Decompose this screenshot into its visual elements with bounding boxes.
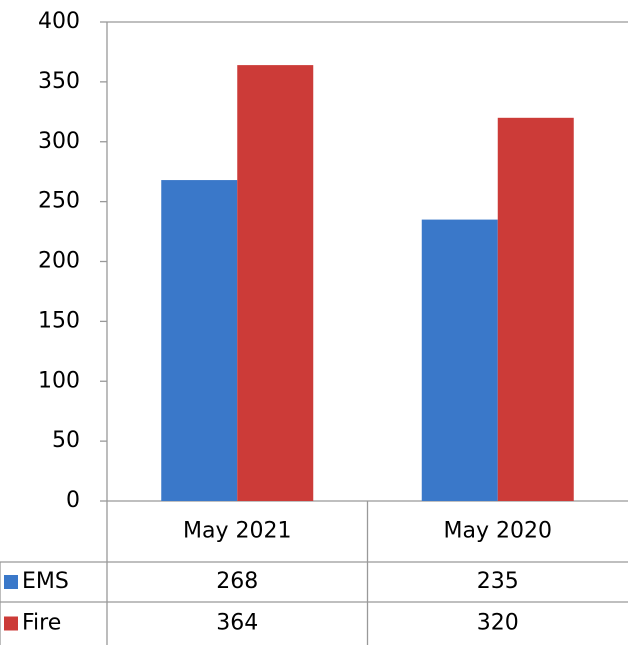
bar [161,180,238,501]
legend-swatch [4,616,18,631]
bar [497,117,574,502]
table-value: 320 [477,611,519,636]
table-value: 235 [477,569,519,594]
y-tick-label: 150 [38,308,80,333]
x-tick-label: May 2020 [444,519,552,544]
y-tick-label: 350 [38,69,80,94]
legend-label: EMS [22,569,69,594]
bar [421,219,498,501]
y-tick-label: 0 [66,488,80,513]
legend-label: Fire [22,611,61,636]
y-tick-label: 300 [38,129,80,154]
y-tick-label: 50 [52,428,80,453]
table-value: 364 [216,611,258,636]
x-tick-label: May 2021 [183,519,291,544]
bar [237,65,314,502]
y-tick-label: 200 [38,249,80,274]
y-tick-label: 400 [38,9,80,34]
legend-swatch [4,575,18,589]
table-value: 268 [216,569,258,594]
y-tick-label: 250 [38,189,80,214]
y-tick-label: 100 [38,368,80,393]
